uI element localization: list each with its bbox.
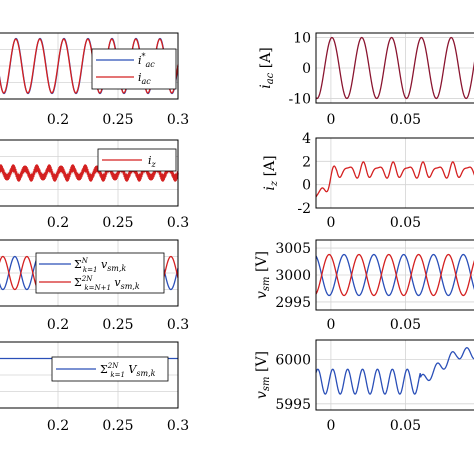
legend-text-left-2-a: iz <box>148 154 157 169</box>
xtick-label-left-1-0: 0.2 <box>47 112 69 128</box>
series-group-right-1 <box>315 36 474 100</box>
xtick-label-left-2-1: 0.25 <box>102 215 133 231</box>
axes-box-right-1 <box>315 32 474 104</box>
xticks-right-2: 00.050 <box>326 215 421 231</box>
legend-left-1: i*ac iac <box>91 48 177 90</box>
series-group-right-2 <box>315 161 474 198</box>
legend-box-left-3 <box>35 252 165 294</box>
xtick-label-right-1-1: 0.05 <box>390 112 421 128</box>
series-group-left-1 <box>0 37 179 95</box>
legend-left-3: ΣN k=1 vsm,k Σ2N k=N+1 vsm,k <box>35 252 165 294</box>
series-group-right-3 <box>315 253 474 297</box>
ytick-label-right-2-2: 0 <box>302 178 311 194</box>
ytick-label-right-1-1: 0 <box>302 61 311 77</box>
yticks-right-1: 10 0 -10 <box>288 31 311 108</box>
ytick-label-right-2-1: 2 <box>302 154 311 170</box>
xtick-label-right-1-0: 0 <box>326 112 335 128</box>
axes-box-left-2 <box>0 139 179 207</box>
xtick-label-left-2-2: 0.3 <box>167 215 189 231</box>
xticks-right-4: 00.050 <box>326 418 421 434</box>
series-line-right-1-0 <box>315 36 474 100</box>
ytick-label-right-2-0: 4 <box>302 131 311 147</box>
series-line-right-2-0 <box>315 161 474 198</box>
series-group-right-4 <box>315 347 474 395</box>
panel-left-1: i*ac iac 0.2 0.25 0.3 <box>0 32 189 128</box>
xtick-label-left-4-0: 0.2 <box>47 418 69 434</box>
xticks-right-1: 00.050 <box>326 112 421 128</box>
panel-right-1: 10 0 -10 0 0.05 0 iac [A] <box>258 31 474 128</box>
axes-box-left-4 <box>0 341 179 409</box>
xtick-label-right-4-1: 0.05 <box>390 418 421 434</box>
series-line-left-1-1 <box>0 38 179 94</box>
panel-right-2: 4 2 0 -2 0 0.05 0 iz [A] <box>262 131 474 231</box>
xtick-label-left-1-1: 0.25 <box>102 112 133 128</box>
ytick-label-right-4-0: 6000 <box>275 352 311 368</box>
yticks-right-2: 4 2 0 -2 <box>297 131 311 217</box>
ylabel-right-1: iac [A] <box>258 47 276 89</box>
xtick-label-left-3-0: 0.2 <box>47 317 69 333</box>
xticks-left-1: 0.2 0.25 0.3 <box>47 112 189 128</box>
panel-left-4: Σ2N k=1 Vsm,k 0.2 0.25 0.3 <box>0 341 189 434</box>
xtick-label-left-2-0: 0.2 <box>47 215 69 231</box>
ytick-label-right-1-0: 10 <box>293 31 311 47</box>
xtick-label-left-4-1: 0.25 <box>102 418 133 434</box>
gridlines-right-3 <box>316 240 474 310</box>
xtick-label-right-2-1: 0.05 <box>390 215 421 231</box>
axes-box-right-4 <box>315 339 474 411</box>
gridlines-right-1 <box>316 33 474 103</box>
xtick-label-right-3-0: 0 <box>326 317 335 333</box>
axes-box-left-3 <box>0 239 179 307</box>
xtick-label-right-2-0: 0 <box>326 215 335 231</box>
xtick-label-left-3-2: 0.3 <box>167 317 189 333</box>
ylabel-right-2: iz [A] <box>262 155 280 190</box>
axes-box-right-3 <box>315 239 474 311</box>
ytick-label-right-3-2: 2995 <box>275 295 311 311</box>
xtick-label-right-3-1: 0.05 <box>390 317 421 333</box>
legend-left-4: Σ2N k=1 Vsm,k <box>51 356 169 382</box>
ytick-label-right-3-1: 3000 <box>275 268 311 284</box>
panel-left-2: iz 0.2 0.25 0.3 <box>0 139 189 231</box>
series-line-left-2-0 <box>0 164 179 182</box>
series-line-right-3-0 <box>315 253 474 297</box>
axes-box-right-2 <box>315 137 474 209</box>
xticks-left-2: 0.2 0.25 0.3 <box>47 215 189 231</box>
xtick-label-left-4-2: 0.3 <box>167 418 189 434</box>
series-line-right-3-1 <box>315 253 474 297</box>
yticks-right-4: 6000 5995 <box>275 352 311 412</box>
xtick-label-left-3-1: 0.25 <box>102 317 133 333</box>
gridlines-right-4 <box>316 340 474 410</box>
legend-box-left-1 <box>91 48 177 90</box>
ytick-label-right-4-1: 5995 <box>275 397 311 413</box>
panel-left-3: ΣN k=1 vsm,k Σ2N k=N+1 vsm,k 0.2 0.25 0.3 <box>0 239 189 333</box>
xtick-label-right-4-0: 0 <box>326 418 335 434</box>
xticks-right-3: 00.050 <box>326 317 421 333</box>
xticks-left-3: 0.2 0.25 0.3 <box>47 317 189 333</box>
ytick-label-right-1-2: -10 <box>288 91 311 107</box>
ylabel-right-3: vsm [V] <box>254 251 272 299</box>
xtick-label-left-1-2: 0.3 <box>167 112 189 128</box>
gridlines-right-2 <box>316 137 474 209</box>
series-group-left-2 <box>0 164 179 182</box>
axes-box-left-1 <box>0 32 179 100</box>
series-line-right-4-0 <box>315 347 474 395</box>
xticks-left-4: 0.2 0.25 0.3 <box>47 418 189 434</box>
ytick-label-right-2-3: -2 <box>297 201 311 217</box>
ylabel-right-4: vsm [V] <box>254 351 272 399</box>
legend-left-2: iz <box>97 148 177 172</box>
yticks-right-3: 3005 3000 2995 <box>275 241 311 311</box>
ytick-label-right-3-0: 3005 <box>275 241 311 257</box>
